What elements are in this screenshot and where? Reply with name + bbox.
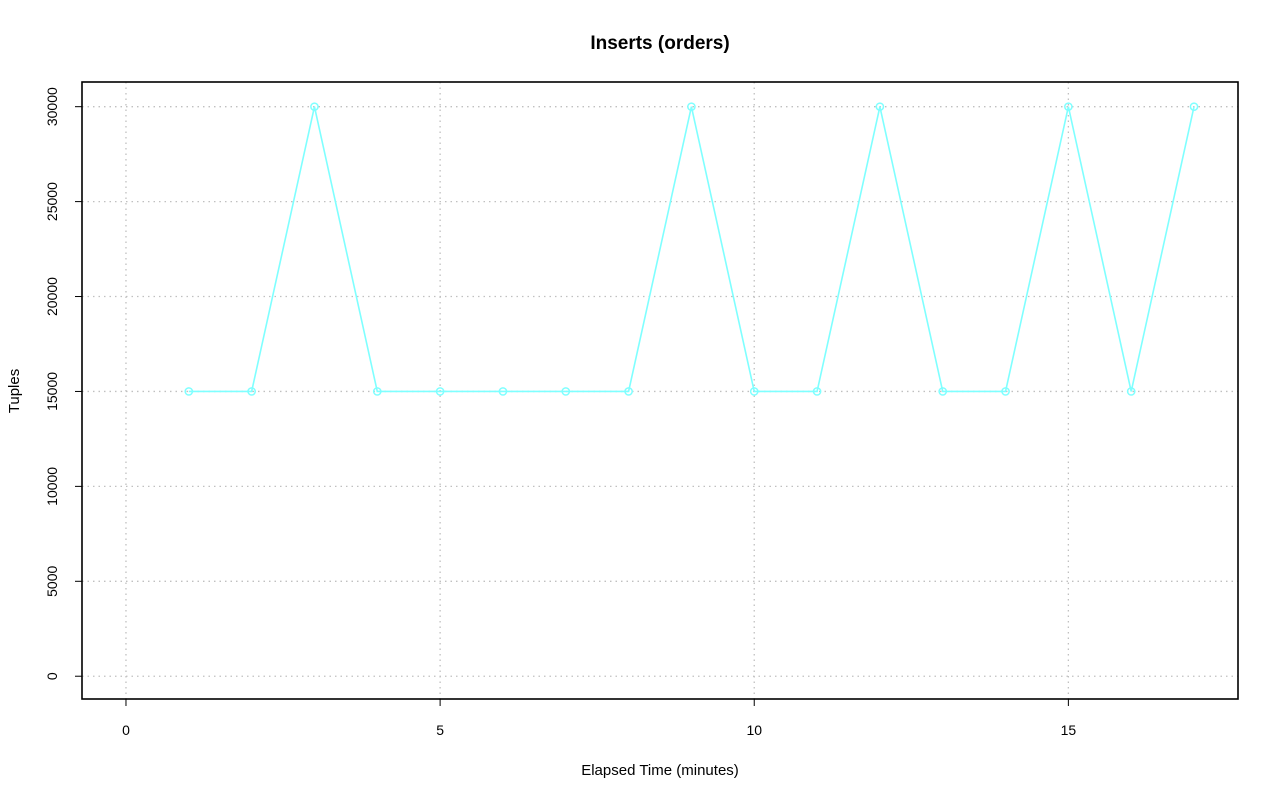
data-point [498,387,508,396]
data-point [687,102,696,112]
data-point [1001,387,1010,396]
x-tick-label: 5 [436,722,444,738]
x-tick-label: 10 [746,722,762,738]
data-point [1189,102,1199,112]
data-point [435,387,445,396]
data-point [561,387,571,396]
data-point [372,387,382,396]
data-point [812,387,822,396]
plot-frame [81,81,1239,700]
x-axis-label: Elapsed Time (minutes) [581,762,739,779]
y-tick-label: 30000 [44,87,60,126]
series-line [188,106,1195,393]
y-tick-label: 20000 [44,277,60,316]
data-point [184,387,194,396]
chart-title: Inserts (orders) [590,33,729,54]
x-tick-label: 0 [122,722,130,738]
y-tick-label: 25000 [44,182,60,221]
y-tick-label: 5000 [44,566,60,597]
x-axis: 0 5 10 15 [122,699,1076,738]
data-point [624,387,633,396]
series [184,102,1199,396]
data-point [749,387,759,396]
y-tick-label: 10000 [44,467,60,506]
y-tick-label: 15000 [44,372,60,411]
data-point [310,102,319,112]
data-point [1126,387,1136,396]
data-point [247,387,256,396]
x-tick-label: 15 [1061,722,1077,738]
data-point [938,387,948,396]
y-tick-label: 0 [44,672,60,680]
data-point [1064,102,1073,112]
data-point [875,102,885,112]
y-axis: 0 5000 10000 15000 20000 25000 30000 [44,87,82,680]
y-axis-label: Tuples [6,369,23,413]
